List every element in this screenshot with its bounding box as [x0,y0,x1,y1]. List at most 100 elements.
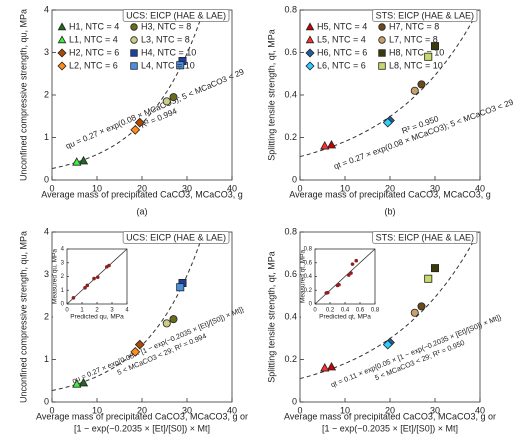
point [162,97,171,106]
x-tick-label: 10 [340,405,350,415]
inset-y-label: Measured qu, MPa [52,249,59,304]
x-tick-label: 0 [297,183,302,193]
point [176,283,185,292]
point [130,62,138,70]
point [72,379,82,388]
x-tick-label: 20 [385,183,395,193]
y-tick-label: 0.8 [304,247,313,253]
title-box [122,230,230,244]
title-box [372,230,478,244]
inset-point [83,285,87,290]
legend-label: L1, NTC = 4 [69,34,118,44]
x-tick-label: 40 [475,405,485,415]
point [169,93,178,102]
title-box [122,8,230,22]
point [320,141,330,150]
point [430,264,439,273]
legend-label: L5, NTC = 4 [317,34,366,44]
point [320,363,330,372]
inset-x-label: Predicted qt, MPa [319,314,371,321]
x-tick-label: 40 [475,183,485,193]
x-tick-label: 0.4 [341,308,350,314]
y-tick-label: 0.2 [284,132,297,142]
y-tick-label: 3 [44,269,49,279]
x-tick-label: 0.6 [356,308,365,314]
y-axis-label: Unconfined compressive strength, qu, MPa [18,9,28,181]
x-tick-label: 30 [182,183,192,193]
inset-point [350,262,355,266]
x-tick-label: 2 [95,308,99,314]
legend-label: H5, NTC = 4 [317,21,367,31]
y-tick-label: 1 [44,132,49,142]
x-axis-label: Average mass of precipitated CaCO3, MCaC… [41,189,242,199]
y-tick-label: 3 [44,47,49,57]
y-tick-label: 0.2 [304,288,313,294]
y-tick-label: 2 [44,89,49,99]
point [130,124,141,135]
x-axis-label: Average mass of precipitated CaCO3, MCaC… [289,189,490,199]
equation-line: qt = 0.11 × exp{0.05 × [1 − exp(−0.2035 … [329,312,503,389]
point [134,117,145,128]
y-tick-label: 2 [61,274,65,280]
y-tick-label: 0.8 [284,4,297,14]
inset-point [92,276,96,281]
y-tick-label: 0.6 [284,47,297,57]
point [134,339,145,350]
point [410,308,419,317]
point [378,23,386,31]
point [305,35,315,44]
y-tick-label: 3 [61,260,65,266]
point [57,48,67,58]
y-tick-label: 0 [309,302,313,308]
point [57,35,67,44]
inset-point [107,263,111,268]
x-tick-label: 10 [340,183,350,193]
y-tick-label: 0.2 [284,354,297,364]
inset-x-label: Predicted qu, MPa [70,314,124,321]
y-tick-label: 0.4 [304,274,313,280]
inset-point [337,282,341,287]
point [176,61,185,70]
y-axis-label: Splitting tensile strength, qt, MPa [266,251,276,383]
point [78,155,89,165]
x-tick-label: 30 [430,405,440,415]
y-tick-label: 4 [44,226,49,236]
legend-label: H6, NTC = 6 [317,47,367,57]
legend-label: L8, NTC = 10 [389,60,443,70]
y-tick-label: 0.6 [284,269,297,279]
inset-point [354,258,359,263]
legend-label: H8, NTC = 10 [389,47,444,57]
x-tick-label: 30 [182,405,192,415]
y-tick-label: 4 [61,247,65,253]
x-tick-label: 20 [137,183,147,193]
x-tick-label: 0.8 [371,308,380,314]
x-tick-label: 0 [49,405,54,415]
inset-point [71,296,76,300]
legend-label: L6, NTC = 6 [317,60,366,70]
panel-title: UCS: EICP (HAE & LAE) [126,10,226,20]
x-tick-label: 4 [125,308,129,314]
x-tick-label: 30 [430,183,440,193]
point [305,22,315,31]
x-axis-label: Average mass of precipitated CaCO3, MCaC… [284,411,496,421]
y-axis-label: Splitting tensile strength, qt, MPa [266,29,276,161]
equation-line: qu = 0.27 × exp(0.08 × MCaCO3); 5 < MCaC… [64,67,245,151]
panel-title: STS: EICP (HAE & LAE) [376,232,474,242]
legend-label: H4, NTC = 10 [141,47,196,57]
point [378,49,386,57]
point [378,36,386,44]
x-tick-label: 10 [92,183,102,193]
legend-label: L3, NTC = 8 [141,34,190,44]
point [424,52,433,61]
y-tick-label: 0 [44,174,49,184]
legend-label: H2, NTC = 6 [69,47,119,57]
y-tick-label: 0 [292,396,297,406]
y-tick-label: 1 [44,354,49,364]
x-tick-label: 0 [65,308,69,314]
point [410,86,419,95]
point [326,139,337,149]
x-tick-label: 1 [80,308,84,314]
x-tick-label: 3 [110,308,114,314]
x-tick-label: 10 [92,405,102,415]
